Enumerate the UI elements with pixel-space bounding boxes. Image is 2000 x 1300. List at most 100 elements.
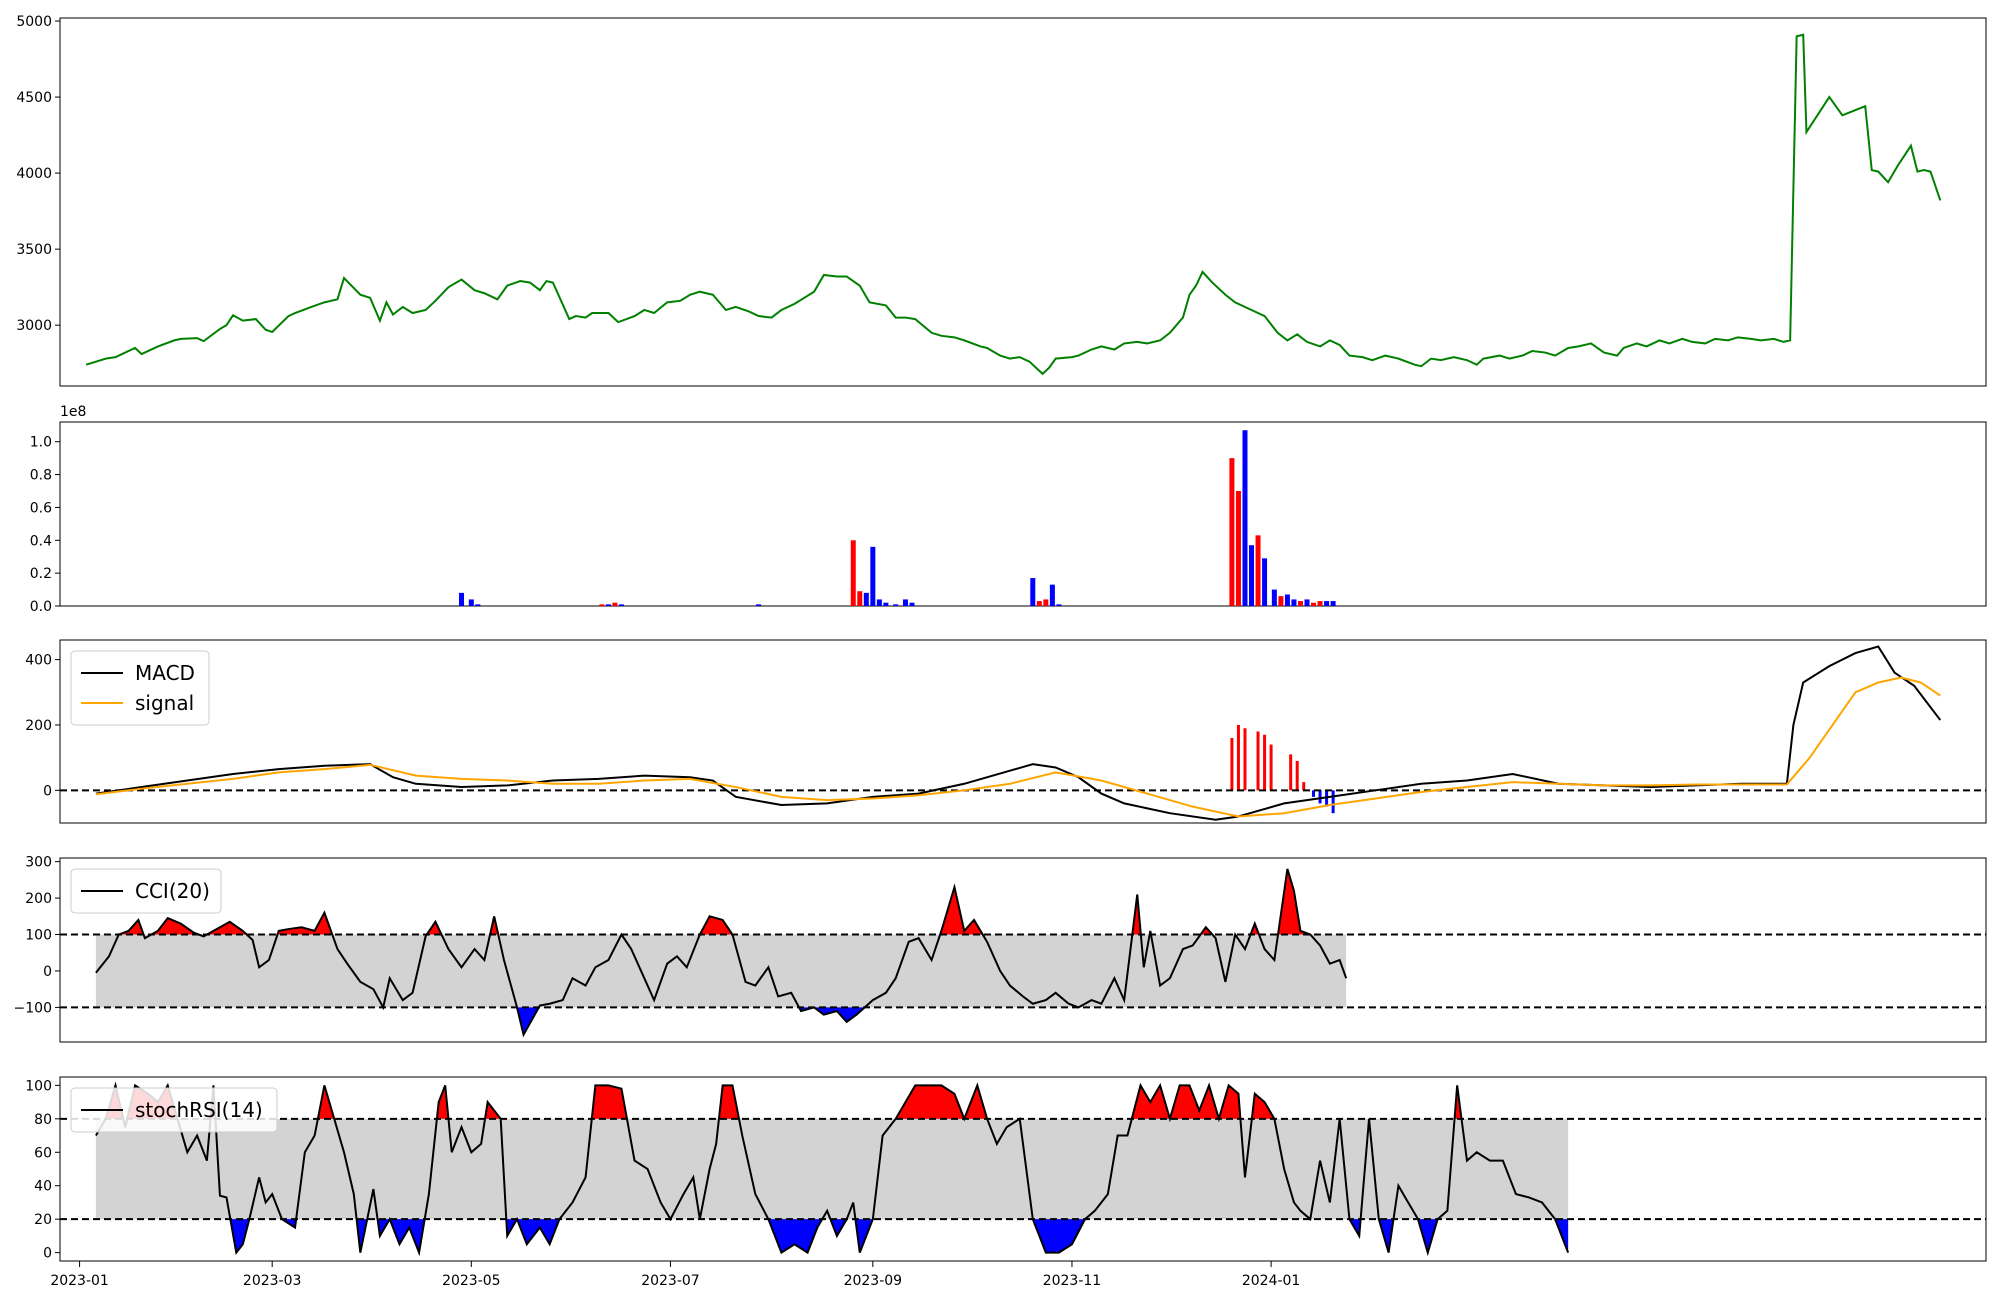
legend-label: signal — [135, 691, 194, 715]
y-tick-label: 0.0 — [30, 599, 52, 615]
y-tick-label: 5000 — [16, 14, 52, 30]
y-tick-label: 0.6 — [30, 500, 52, 516]
volume-bar — [1043, 599, 1049, 606]
volume-bar — [870, 546, 876, 606]
y-tick-label: 300 — [25, 855, 52, 871]
volume-bar — [612, 602, 618, 606]
y-tick-label: 200 — [25, 718, 52, 734]
cci-panel: 300 200 100 0 −100 CCI(20) — [14, 855, 1987, 1043]
overbought-fill — [118, 868, 1311, 935]
volume-bar — [756, 604, 762, 606]
volume-bar — [902, 599, 908, 606]
volume-bar — [1249, 545, 1255, 606]
y-tick-label: 0.8 — [30, 468, 52, 484]
volume-bar — [1242, 430, 1248, 606]
legend-box — [70, 650, 210, 726]
overbought-fill — [105, 1085, 1462, 1119]
macd-histogram-bar — [1295, 760, 1299, 791]
y-tick-label: −100 — [14, 1000, 52, 1016]
legend-label: MACD — [135, 661, 195, 685]
y-tick-label: 400 — [25, 653, 52, 669]
x-tick-label: 2023-07 — [641, 1273, 700, 1289]
volume-bar — [1030, 578, 1036, 606]
volume-bar — [893, 604, 899, 606]
volume-bar — [1036, 601, 1042, 606]
volume-bar — [1297, 601, 1303, 606]
volume-bar — [599, 604, 605, 606]
volume-bar — [876, 599, 882, 606]
x-tick-label: 2023-03 — [243, 1273, 302, 1289]
volume-bar — [475, 604, 481, 606]
y-tick-label: 3500 — [16, 242, 52, 258]
volume-bar — [1317, 601, 1323, 606]
macd-histogram-bar — [1263, 734, 1267, 791]
y-tick-label: 0 — [43, 964, 52, 980]
macd-histogram-bar — [1256, 731, 1260, 791]
y-tick-label: 0 — [43, 783, 52, 799]
stochrsi-panel: 0 20 40 60 80 100 stochRSI(14) — [25, 1076, 1987, 1262]
x-tick-label: 2023-09 — [844, 1273, 903, 1289]
y-tick-label: 60 — [34, 1145, 52, 1161]
price-line — [85, 33, 1942, 376]
macd-panel: 0 200 400 MACD signal — [25, 639, 1987, 824]
price-panel: 3000 3500 4000 4500 5000 — [16, 14, 1987, 387]
oversold-fill — [517, 1007, 865, 1035]
x-tick-label: 2023-05 — [442, 1273, 501, 1289]
oscillator-line — [95, 1081, 1570, 1257]
volume-bar — [857, 591, 863, 606]
volume-bar — [1262, 558, 1268, 606]
volume-bar — [1229, 458, 1235, 606]
oscillator-line — [95, 868, 1348, 1038]
volume-bar — [1278, 596, 1284, 606]
panel-frame — [59, 857, 1987, 1043]
volume-bar — [1056, 604, 1062, 606]
y-tick-label: 4000 — [16, 166, 52, 182]
volume-bar — [863, 592, 869, 606]
y-tick-label: 20 — [34, 1212, 52, 1228]
macd-histogram-bar — [1331, 790, 1335, 814]
legend-box — [70, 868, 222, 914]
macd-histogram-bar — [1302, 782, 1306, 791]
volume-bar — [909, 602, 915, 606]
macd-line — [95, 645, 1942, 821]
legend-label: stochRSI(14) — [135, 1098, 263, 1122]
x-tick-label: 2023-11 — [1043, 1273, 1102, 1289]
neutral-band — [95, 934, 1347, 1008]
macd-histogram-bar — [1312, 790, 1316, 797]
y-tick-label: 0.4 — [30, 533, 52, 549]
macd-histogram-bar — [1289, 754, 1293, 791]
x-tick-label: 2023-01 — [50, 1273, 109, 1289]
volume-panel: 0.0 0.2 0.4 0.6 0.8 1.0 1e8 — [30, 404, 1987, 615]
volume-bar — [459, 592, 465, 606]
volume-bar — [1271, 589, 1277, 606]
macd-histogram-bar — [1243, 728, 1247, 791]
y-tick-label: 1.0 — [30, 435, 52, 451]
panel-frame — [59, 421, 1987, 607]
y-tick-label: 80 — [34, 1112, 52, 1128]
y-multiplier-label: 1e8 — [60, 404, 86, 420]
macd-histogram-bar — [1236, 724, 1240, 791]
volume-bar — [468, 599, 474, 606]
macd-histogram-bar — [1325, 790, 1329, 807]
panel-frame — [59, 17, 1987, 387]
y-tick-label: 0 — [43, 1246, 52, 1262]
macd-histogram-bar — [1318, 790, 1322, 804]
y-tick-label: 200 — [25, 891, 52, 907]
y-tick-label: 100 — [25, 928, 52, 944]
volume-bar — [605, 604, 611, 606]
macd-histogram-bar — [1230, 738, 1234, 791]
legend-box — [70, 1087, 278, 1133]
y-tick-label: 0.2 — [30, 566, 52, 582]
volume-bar — [1235, 491, 1241, 606]
signal-line — [95, 676, 1941, 818]
panel-frame — [59, 639, 1987, 824]
macd-histogram-bar — [1269, 744, 1273, 791]
date-axis: 2023-01 2023-03 2023-05 2023-07 2023-09 2023-… — [50, 1261, 1300, 1289]
y-tick-label: 40 — [34, 1179, 52, 1195]
panel-frame — [59, 1076, 1987, 1262]
volume-bar — [1284, 594, 1290, 606]
volume-bar — [1049, 584, 1055, 606]
legend-label: CCI(20) — [135, 879, 210, 903]
volume-bar — [618, 604, 624, 606]
